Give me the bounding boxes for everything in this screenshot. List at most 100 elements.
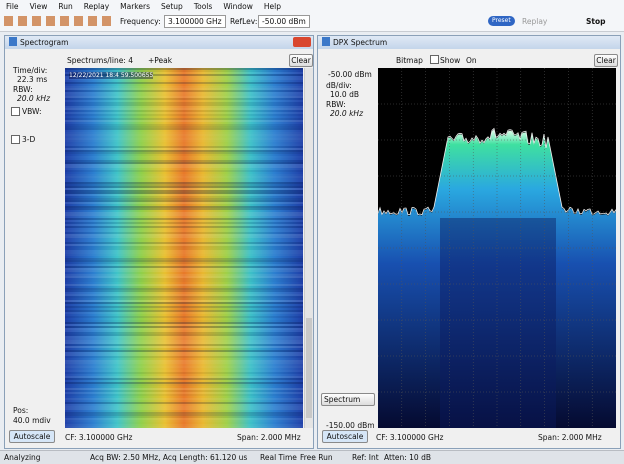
menu-item[interactable]: Run xyxy=(58,2,72,11)
center-frequency[interactable]: CF: 3.100000 GHz xyxy=(65,433,132,442)
replay-button[interactable]: Replay xyxy=(522,17,547,26)
span[interactable]: Span: 2.000 MHz xyxy=(237,433,301,442)
spectrogram-streak xyxy=(65,414,303,416)
rbw-label: RBW: xyxy=(13,85,33,94)
spectrogram-streak xyxy=(65,352,303,354)
spectrogram-streak xyxy=(65,284,303,286)
spectrogram-streak xyxy=(65,290,303,292)
spectrogram-streak xyxy=(65,190,303,192)
window-title: DPX Spectrum xyxy=(333,38,387,47)
top-level[interactable]: -50.00 dBm xyxy=(328,70,372,79)
menu-item[interactable]: Tools xyxy=(194,2,212,11)
autoscale-button[interactable]: Autoscale xyxy=(9,430,55,443)
spectrogram-streak xyxy=(65,192,303,194)
spectrogram-streak xyxy=(65,276,303,278)
spectrogram-streak xyxy=(65,370,303,372)
menu-item[interactable]: Window xyxy=(223,2,253,11)
bitmap-selector[interactable]: Bitmap xyxy=(396,56,423,65)
pos-value[interactable]: 40.0 mdiv xyxy=(13,416,51,425)
spectrogram-streak xyxy=(65,228,303,230)
status-item: Ref: Int xyxy=(352,453,379,462)
spectrogram-streak xyxy=(65,112,303,114)
spectrogram-streak xyxy=(65,406,303,408)
spectrogram-streak xyxy=(65,286,303,288)
spectrogram-streak xyxy=(65,320,303,322)
db-div-value[interactable]: 10.0 dB xyxy=(330,90,359,99)
spectrogram-streak xyxy=(65,376,303,378)
spectrogram-streak xyxy=(65,292,303,294)
spectrogram-streak xyxy=(65,258,303,260)
menu-item[interactable]: Help xyxy=(264,2,281,11)
spectrogram-streak xyxy=(65,84,303,86)
reflev-input[interactable]: -50.00 dBm xyxy=(258,15,310,28)
spectrogram-streak xyxy=(65,216,303,218)
toolbar-icons[interactable] xyxy=(4,16,114,26)
spectrogram-streak xyxy=(65,324,303,326)
spectrogram-streak xyxy=(65,314,303,316)
spectrogram-streak xyxy=(65,426,303,428)
scrollbar[interactable] xyxy=(304,68,313,428)
spectrogram-streak xyxy=(65,144,303,146)
spectrogram-streak xyxy=(65,360,303,362)
reflev-label: RefLev: xyxy=(230,17,257,26)
center-frequency[interactable]: CF: 3.100000 GHz xyxy=(376,433,443,442)
close-button[interactable] xyxy=(293,37,311,47)
spectrogram-streak xyxy=(65,230,303,232)
menu-item[interactable]: View xyxy=(30,2,48,11)
menu-item[interactable]: Setup xyxy=(161,2,183,11)
menu-item[interactable]: Markers xyxy=(120,2,150,11)
bottom-level[interactable]: -150.00 dBm xyxy=(326,421,375,430)
spectrogram-streak xyxy=(65,390,303,392)
spectrogram-streak xyxy=(65,98,303,100)
spectrogram-streak xyxy=(65,206,303,208)
rbw-value[interactable]: 20.0 kHz xyxy=(330,109,363,118)
clear-button[interactable]: Clear xyxy=(594,54,618,67)
spectrogram-streak xyxy=(65,244,303,246)
spectrogram-streak xyxy=(65,384,303,386)
spectrogram-streak xyxy=(65,254,303,256)
spectrogram-streak xyxy=(65,178,303,180)
spectrogram-streak xyxy=(65,350,303,352)
menu-item[interactable]: Replay xyxy=(84,2,109,11)
3d-checkbox[interactable] xyxy=(11,135,20,144)
autoscale-button[interactable]: Autoscale xyxy=(322,430,368,443)
app: File View Run Replay Markers Setup Tools Window… xyxy=(0,0,624,463)
spectrogram-streak xyxy=(65,416,303,418)
pos-label: Pos: xyxy=(13,406,28,415)
rbw-value[interactable]: 20.0 kHz xyxy=(17,94,50,103)
spectrogram-streak xyxy=(65,386,303,388)
clear-button[interactable]: Clear xyxy=(289,54,313,67)
spectrogram-streak xyxy=(65,346,303,348)
spectrogram-streak xyxy=(65,120,303,122)
detector[interactable]: +Peak xyxy=(148,56,172,65)
spectrogram-streak xyxy=(65,326,303,328)
spectrogram-streak xyxy=(65,202,303,204)
spectrogram-streak xyxy=(65,220,303,222)
spectrogram-streak xyxy=(65,176,303,178)
spectrogram-streak xyxy=(65,88,303,90)
spectrogram-streak xyxy=(65,166,303,168)
spectrogram-streak xyxy=(65,264,303,266)
spectrogram-streak xyxy=(65,180,303,182)
spectrogram-streak xyxy=(65,146,303,148)
spectrogram-streak xyxy=(65,364,303,366)
spectrogram-streak xyxy=(65,224,303,226)
dpx-plot xyxy=(378,68,616,428)
frequency-input[interactable]: 3.100000 GHz xyxy=(164,15,226,28)
time-div-value[interactable]: 22.3 ms xyxy=(17,75,47,84)
span[interactable]: Span: 2.000 MHz xyxy=(538,433,602,442)
spectrogram-streak xyxy=(65,322,303,324)
show-checkbox[interactable] xyxy=(430,55,439,64)
stop-button[interactable]: Stop xyxy=(586,17,606,26)
spectrogram-streak xyxy=(65,68,303,70)
vbw-checkbox[interactable] xyxy=(11,107,20,116)
spectrogram-streak xyxy=(65,356,303,358)
spectrogram-streak xyxy=(65,106,303,108)
menu-item[interactable]: File xyxy=(6,2,19,11)
spectrogram-streak xyxy=(65,126,303,128)
on-label[interactable]: On xyxy=(466,56,477,65)
preset-button[interactable]: Preset xyxy=(488,16,515,26)
spectrogram-streak xyxy=(65,160,303,162)
trace-select[interactable]: Spectrum xyxy=(321,393,375,406)
